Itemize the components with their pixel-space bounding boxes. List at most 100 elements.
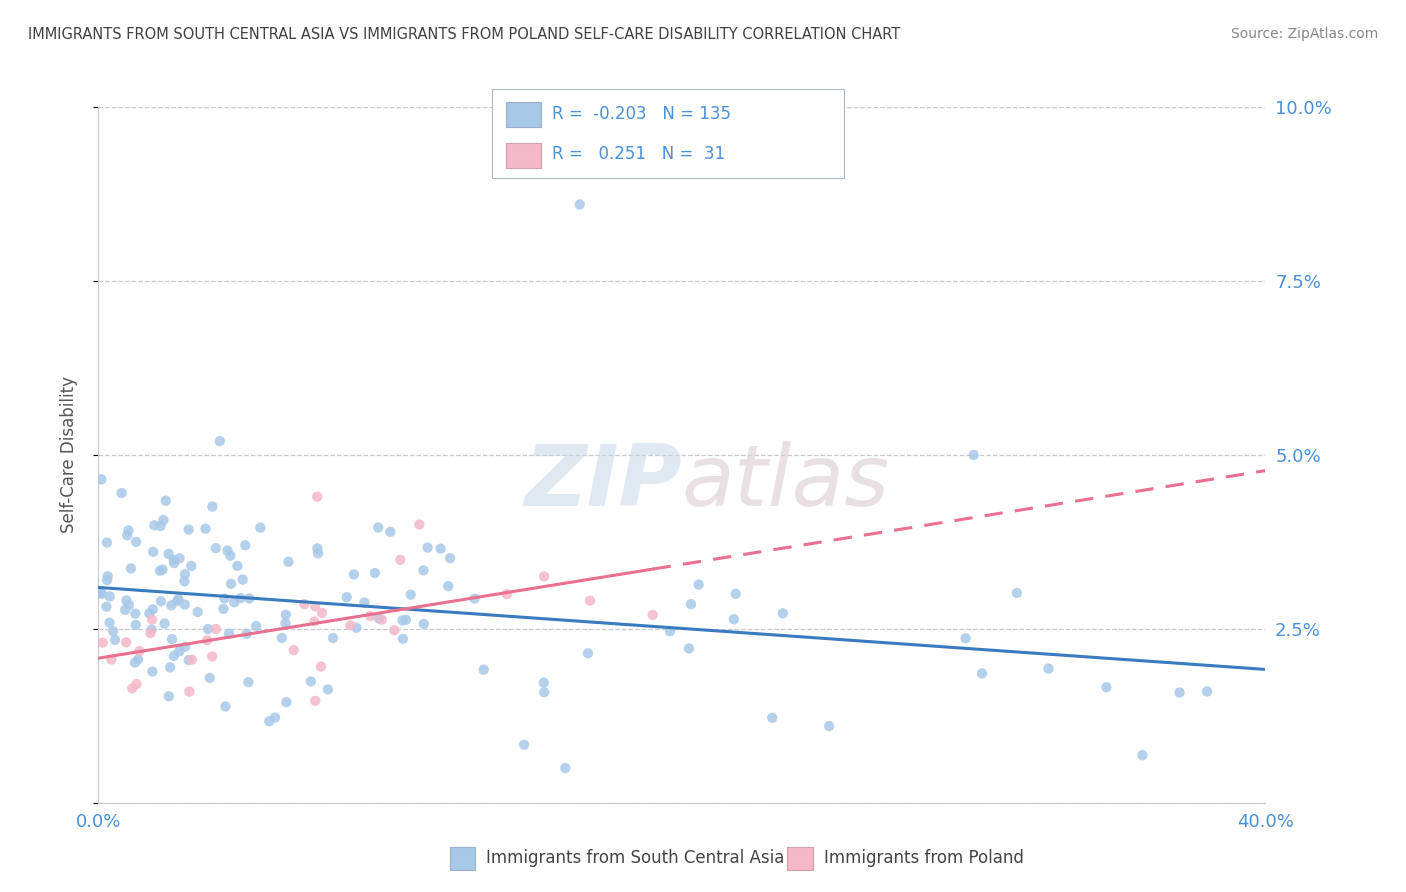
Text: Immigrants from South Central Asia: Immigrants from South Central Asia xyxy=(486,849,785,867)
Point xyxy=(245,619,267,633)
Point xyxy=(399,588,422,602)
Point xyxy=(149,564,172,578)
Point xyxy=(392,632,415,646)
Point xyxy=(304,694,326,708)
Point xyxy=(177,523,200,537)
Point xyxy=(125,534,148,549)
Point xyxy=(115,635,138,649)
Point xyxy=(568,197,591,211)
Text: IMMIGRANTS FROM SOUTH CENTRAL ASIA VS IMMIGRANTS FROM POLAND SELF-CARE DISABILIT: IMMIGRANTS FROM SOUTH CENTRAL ASIA VS IM… xyxy=(28,27,900,42)
Point xyxy=(761,711,783,725)
Point xyxy=(90,586,112,600)
Point xyxy=(212,602,235,616)
Point xyxy=(533,569,555,583)
Point xyxy=(270,631,292,645)
Point xyxy=(439,551,461,566)
Y-axis label: Self-Care Disability: Self-Care Disability xyxy=(59,376,77,533)
Point xyxy=(166,594,188,608)
Point xyxy=(367,611,389,625)
Point xyxy=(96,599,118,614)
Point xyxy=(970,666,993,681)
Point xyxy=(412,563,434,577)
Point xyxy=(533,685,555,699)
Text: atlas: atlas xyxy=(682,442,890,524)
Point xyxy=(205,541,228,555)
Point xyxy=(818,719,841,733)
Point xyxy=(160,599,183,613)
Point xyxy=(249,521,271,535)
Point xyxy=(180,558,202,573)
Point xyxy=(464,591,486,606)
Point xyxy=(218,626,240,640)
Point xyxy=(91,635,114,649)
Point xyxy=(219,576,242,591)
Point xyxy=(257,714,280,728)
Point xyxy=(391,613,413,627)
Point xyxy=(169,551,191,566)
Point xyxy=(576,646,599,660)
Point xyxy=(125,618,148,632)
Point xyxy=(208,434,231,449)
Point xyxy=(1132,748,1154,763)
Point xyxy=(160,632,183,647)
Point xyxy=(554,761,576,775)
Point xyxy=(659,624,682,639)
Point xyxy=(214,699,236,714)
Point xyxy=(181,653,204,667)
Point xyxy=(299,674,322,689)
Point xyxy=(141,665,163,679)
Point xyxy=(408,517,430,532)
Point xyxy=(723,612,745,626)
Point xyxy=(149,594,172,608)
Point xyxy=(229,591,252,606)
Point xyxy=(124,607,146,621)
Point xyxy=(1095,680,1118,694)
Point xyxy=(121,681,143,696)
Text: R =   0.251   N =  31: R = 0.251 N = 31 xyxy=(551,145,725,163)
Text: Immigrants from Poland: Immigrants from Poland xyxy=(824,849,1024,867)
Point xyxy=(353,596,375,610)
Point xyxy=(100,652,122,666)
Point xyxy=(277,555,299,569)
Text: ZIP: ZIP xyxy=(524,442,682,524)
Point xyxy=(143,518,166,533)
Point xyxy=(117,524,139,538)
Point xyxy=(380,524,402,539)
Point xyxy=(115,528,138,542)
Point xyxy=(115,593,138,607)
Point xyxy=(322,631,344,645)
Point xyxy=(238,591,260,606)
Point xyxy=(364,566,387,580)
Point xyxy=(226,558,249,573)
Point xyxy=(201,500,224,514)
Point xyxy=(155,493,177,508)
Point xyxy=(163,553,186,567)
Point xyxy=(128,644,150,658)
Point xyxy=(429,541,451,556)
Point xyxy=(533,675,555,690)
FancyBboxPatch shape xyxy=(506,102,541,127)
Point xyxy=(142,602,165,616)
Point xyxy=(90,472,112,486)
Point xyxy=(1168,685,1191,699)
Point xyxy=(169,644,191,658)
Point xyxy=(194,522,217,536)
Point xyxy=(336,590,359,604)
Point xyxy=(238,675,260,690)
Point xyxy=(678,641,700,656)
Point xyxy=(114,603,136,617)
Point xyxy=(141,623,163,637)
Point xyxy=(311,606,333,620)
Point xyxy=(395,613,418,627)
Point xyxy=(157,547,180,561)
Point xyxy=(274,616,297,631)
Point xyxy=(195,633,218,648)
Point xyxy=(316,682,339,697)
Point xyxy=(339,618,361,632)
Point xyxy=(309,659,332,673)
Point xyxy=(437,579,460,593)
Point xyxy=(495,587,517,601)
Point xyxy=(125,677,148,691)
Point xyxy=(120,561,142,575)
Point xyxy=(235,626,257,640)
